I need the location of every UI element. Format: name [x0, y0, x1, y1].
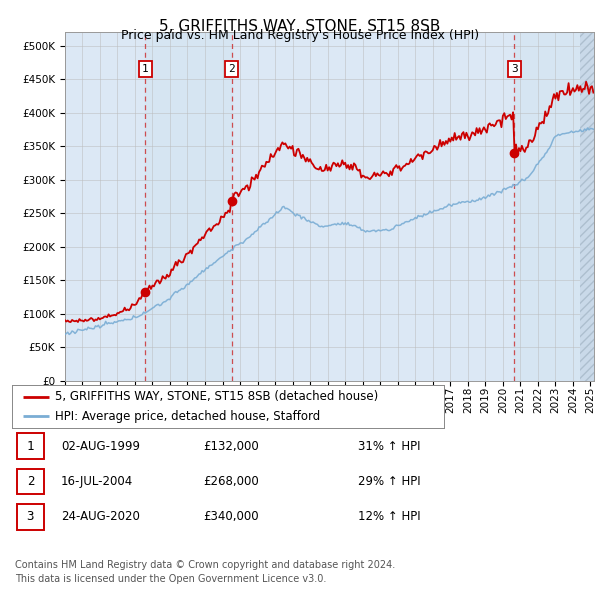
- Text: HPI: Average price, detached house, Stafford: HPI: Average price, detached house, Staf…: [55, 410, 320, 423]
- Text: £340,000: £340,000: [203, 510, 259, 523]
- Text: £268,000: £268,000: [203, 475, 259, 488]
- Text: 1: 1: [26, 440, 34, 453]
- Text: Price paid vs. HM Land Registry's House Price Index (HPI): Price paid vs. HM Land Registry's House …: [121, 30, 479, 42]
- Text: 2: 2: [26, 475, 34, 488]
- Text: 16-JUL-2004: 16-JUL-2004: [61, 475, 133, 488]
- Text: £132,000: £132,000: [203, 440, 259, 453]
- Text: 5, GRIFFITHS WAY, STONE, ST15 8SB: 5, GRIFFITHS WAY, STONE, ST15 8SB: [160, 19, 440, 34]
- FancyBboxPatch shape: [17, 433, 44, 459]
- Text: 5, GRIFFITHS WAY, STONE, ST15 8SB (detached house): 5, GRIFFITHS WAY, STONE, ST15 8SB (detac…: [55, 390, 379, 403]
- Text: 29% ↑ HPI: 29% ↑ HPI: [358, 475, 420, 488]
- Text: 31% ↑ HPI: 31% ↑ HPI: [358, 440, 420, 453]
- Text: 24-AUG-2020: 24-AUG-2020: [61, 510, 140, 523]
- Text: 3: 3: [26, 510, 34, 523]
- Text: 2: 2: [229, 64, 235, 74]
- Bar: [514, 32, 594, 381]
- Text: 02-AUG-1999: 02-AUG-1999: [61, 440, 140, 453]
- Bar: [145, 32, 232, 381]
- FancyBboxPatch shape: [17, 504, 44, 530]
- Text: 1: 1: [142, 64, 148, 74]
- FancyBboxPatch shape: [17, 468, 44, 494]
- Text: Contains HM Land Registry data © Crown copyright and database right 2024.
This d: Contains HM Land Registry data © Crown c…: [15, 560, 395, 584]
- Text: 3: 3: [511, 64, 518, 74]
- Bar: [580, 32, 594, 381]
- Text: 12% ↑ HPI: 12% ↑ HPI: [358, 510, 420, 523]
